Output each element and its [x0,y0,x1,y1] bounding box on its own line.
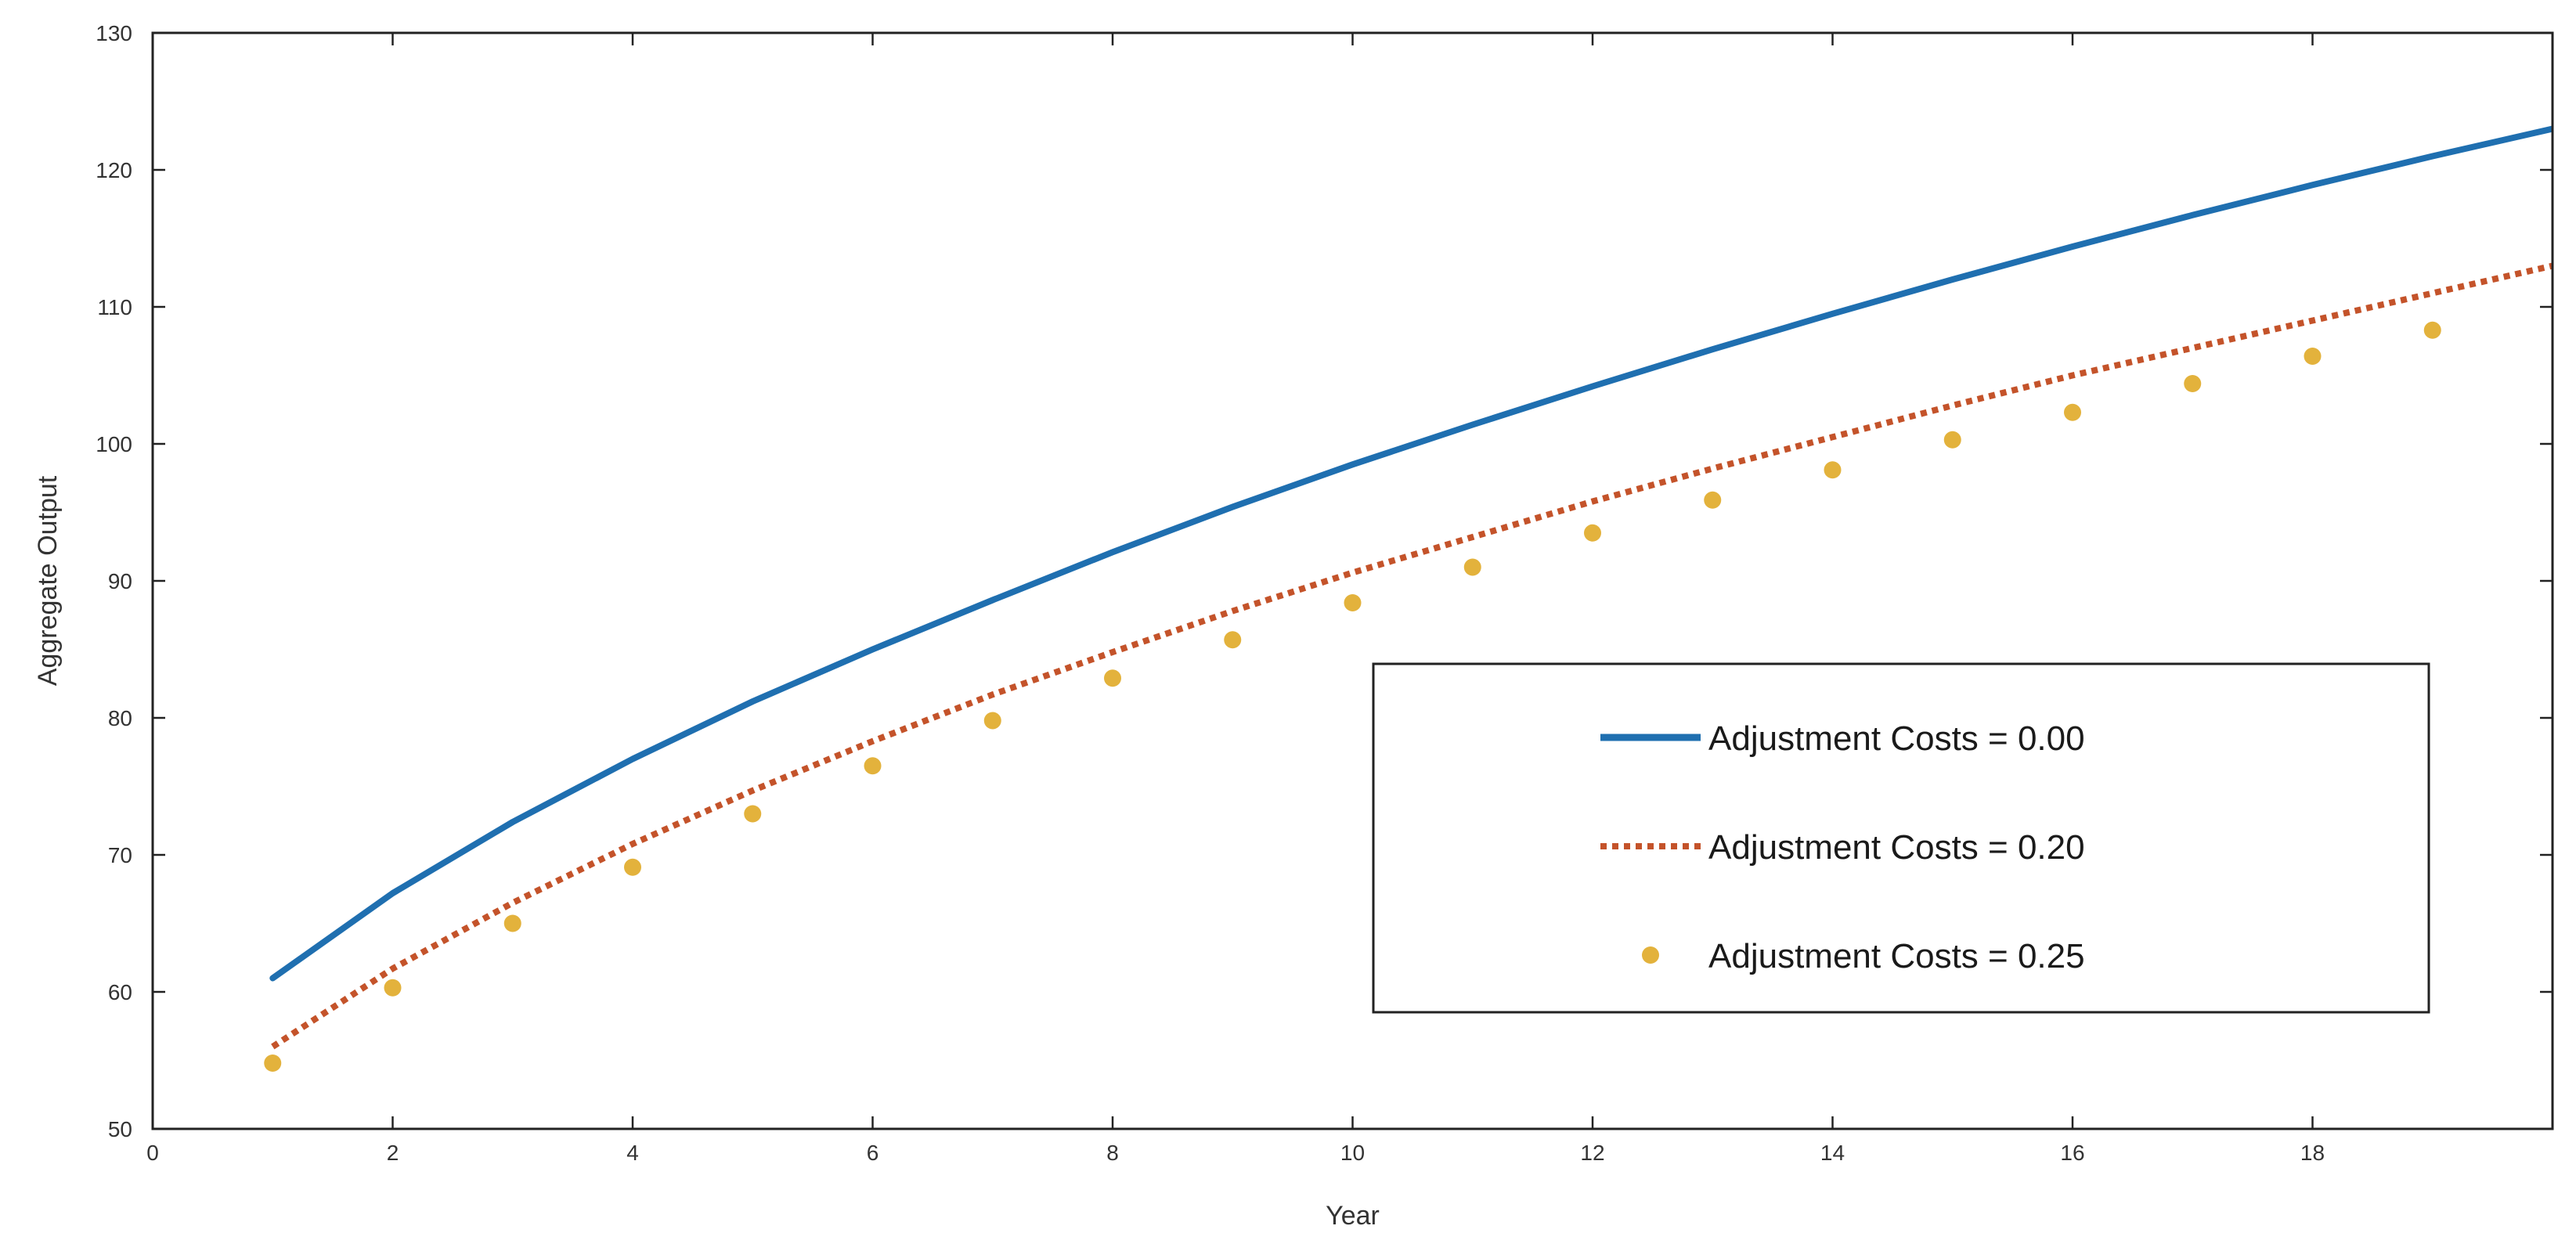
x-tick-label: 0 [146,1141,159,1165]
x-tick-label: 6 [867,1141,879,1165]
x-tick-label: 18 [2300,1141,2325,1165]
legend-label: Adjustment Costs = 0.25 [1708,937,2085,975]
data-point [744,805,762,823]
y-axis-title: Aggregate Output [33,475,63,686]
series-markers [264,321,2441,1072]
legend-box [1372,662,2430,1014]
x-tick-label: 16 [2060,1141,2084,1165]
legend-label: Adjustment Costs = 0.00 [1708,719,2085,758]
legend-item-adjustment-costs-0-20: Adjustment Costs = 0.20 [1600,828,2085,867]
axes: 0 2 4 6 8 10 12 14 16 18 50 60 70 80 90 100 110 120 130 [96,21,2554,1165]
data-point [2304,348,2322,365]
y-tick-label: 70 [108,843,132,867]
y-tick-label: 120 [96,158,132,182]
series-layer [264,125,2553,1072]
legend-label: Adjustment Costs = 0.20 [1708,828,2085,867]
data-point [1824,461,1842,479]
x-axis-title: Year [1326,1201,1380,1231]
y-tick-label: 50 [108,1117,132,1141]
data-point [624,858,641,876]
legend-swatch-marker [1642,946,1659,964]
legend-item-adjustment-costs-0-00: Adjustment Costs = 0.00 [1600,719,2085,758]
data-point [1224,631,1242,649]
x-tick-label: 10 [1340,1141,1365,1165]
x-tick-label: 8 [1106,1141,1119,1165]
series-line-solid [269,125,2553,982]
data-point [1463,558,1481,576]
legend: Adjustment Costs = 0.00 Adjustment Costs… [1372,662,2430,1014]
data-point [1104,669,1121,687]
x-tick-label: 12 [1580,1141,1604,1165]
data-point [1943,431,1961,449]
y-tick-label: 130 [96,21,132,45]
legend-item-adjustment-costs-0-25: Adjustment Costs = 0.25 [1642,937,2085,975]
data-point [2064,403,2081,421]
data-point [1584,524,1601,542]
x-tick-label: 14 [1820,1141,1845,1165]
data-point [384,979,402,997]
data-point [264,1055,282,1072]
x-tick-label: 4 [626,1141,639,1165]
data-point [983,712,1001,730]
y-tick-label: 80 [108,706,132,730]
data-point [1704,491,1722,509]
x-tick-label: 2 [387,1141,399,1165]
data-point [1344,594,1362,611]
y-tick-label: 90 [108,569,132,593]
data-point [2184,375,2202,392]
y-tick-label: 100 [96,432,132,456]
series-line-dotted [271,262,2553,1050]
y-tick-label: 60 [108,980,132,1004]
y-tick-label: 110 [97,295,132,319]
data-point [864,757,882,775]
data-point [503,914,521,932]
data-point [2423,321,2441,339]
